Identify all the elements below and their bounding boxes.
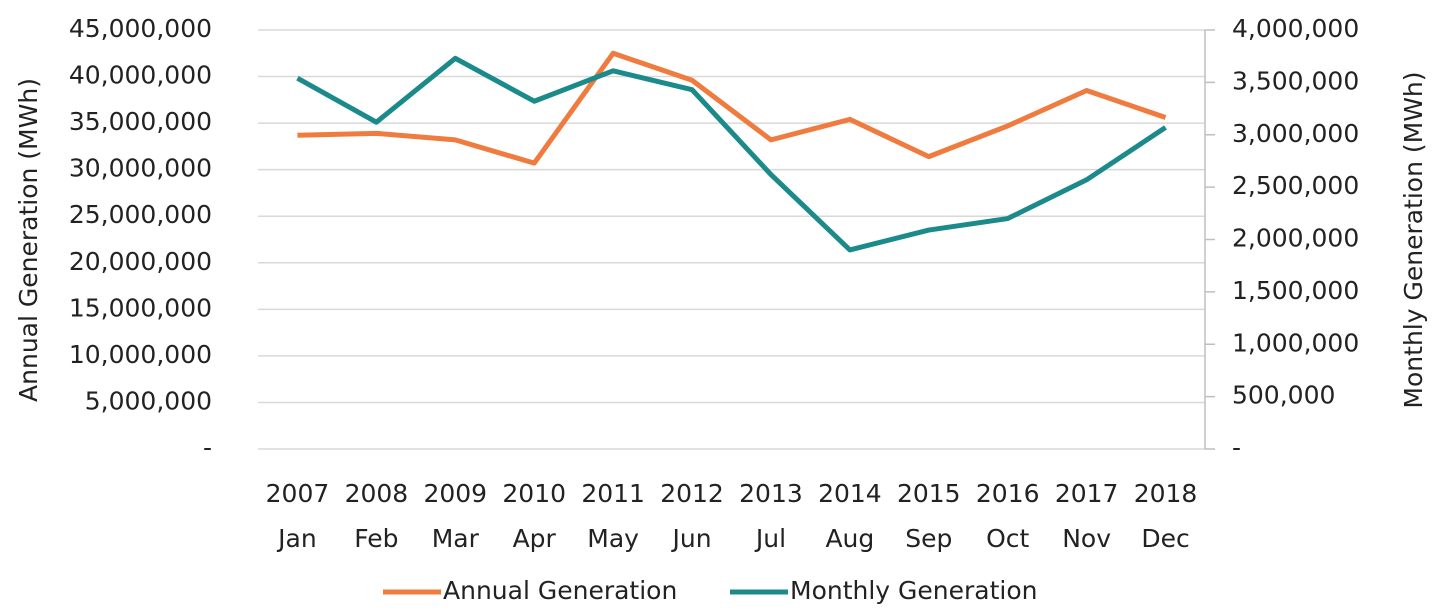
x-tick-label: 2007 <box>266 479 330 508</box>
x-tick-label: 2009 <box>423 479 487 508</box>
x-tick-label: 2011 <box>581 479 645 508</box>
y2-tick-label: 1,000,000 <box>1232 328 1359 357</box>
x-tick-label: 2016 <box>976 479 1040 508</box>
series-line <box>297 50 1167 166</box>
y2-tick-label: 3,000,000 <box>1232 119 1359 148</box>
y-tick-label: 25,000,000 <box>69 200 212 229</box>
x-tick-label: 2017 <box>1055 479 1119 508</box>
x-tick-label: Oct <box>986 524 1029 553</box>
y2-tick-label: 3,500,000 <box>1232 66 1359 95</box>
series-line <box>296 55 1167 253</box>
y2-tick-label: 500,000 <box>1232 381 1335 410</box>
y2-tick-label: 1,500,000 <box>1232 276 1359 305</box>
x-tick-label: Feb <box>354 524 398 553</box>
x-tick-label: Jun <box>671 524 712 553</box>
y-tick-label: 35,000,000 <box>69 107 212 136</box>
x-tick-label: Mar <box>432 524 480 553</box>
y-tick-label: 15,000,000 <box>69 293 212 322</box>
x-tick-label: May <box>587 524 639 553</box>
x-tick-label: Jul <box>754 524 786 553</box>
y-tick-label: 40,000,000 <box>69 61 212 90</box>
x-tick-label: 2008 <box>345 479 409 508</box>
x-tick-label: 2018 <box>1134 479 1198 508</box>
y-tick-label: 45,000,000 <box>69 14 212 43</box>
x-tick-label: Aug <box>825 524 874 553</box>
y-axis-title: Annual Generation (MWh) <box>14 78 43 402</box>
x-tick-label: Jan <box>276 524 317 553</box>
x-tick-label: 2012 <box>660 479 724 508</box>
x-tick-label: Dec <box>1141 524 1189 553</box>
y-tick-label: - <box>203 433 212 462</box>
y-tick-label: 10,000,000 <box>69 340 212 369</box>
y-tick-label: 30,000,000 <box>69 154 212 183</box>
y2-tick-label: 2,500,000 <box>1232 171 1359 200</box>
x-tick-label: Apr <box>513 524 557 553</box>
x-tick-label: 2013 <box>739 479 803 508</box>
x-tick-label: 2010 <box>502 479 566 508</box>
x-tick-label: Sep <box>905 524 952 553</box>
legend-label: Annual Generation <box>443 576 677 605</box>
x-tick-label: 2015 <box>897 479 961 508</box>
legend-label: Monthly Generation <box>790 576 1038 605</box>
y2-tick-label: 2,000,000 <box>1232 224 1359 253</box>
y-tick-label: 20,000,000 <box>69 247 212 276</box>
x-tick-label: 2014 <box>818 479 882 508</box>
y2-tick-label: - <box>1232 433 1241 462</box>
y2-tick-label: 4,000,000 <box>1232 14 1359 43</box>
x-tick-label: Nov <box>1062 524 1111 553</box>
y2-axis-title: Monthly Generation (MWh) <box>1399 71 1428 408</box>
y-tick-label: 5,000,000 <box>85 386 212 415</box>
